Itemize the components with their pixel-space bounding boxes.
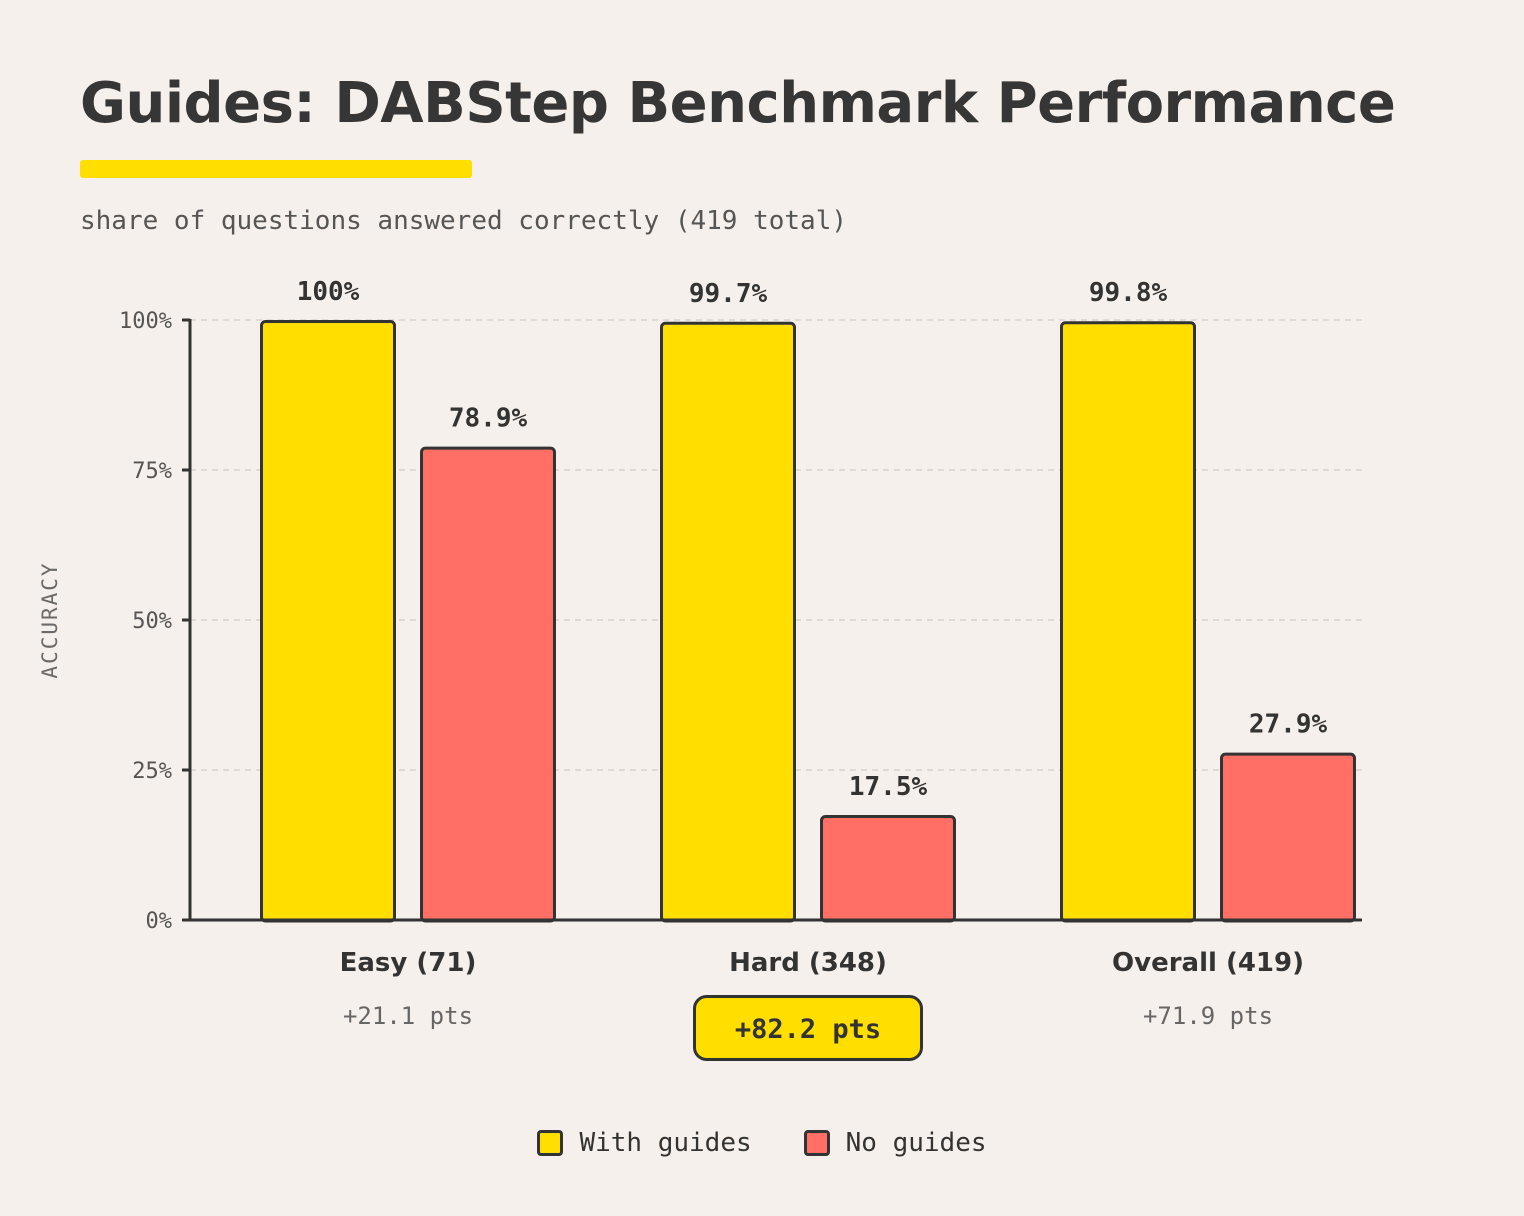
- y-tick-label: 50%: [132, 609, 172, 634]
- legend-item-no-guides: No guides: [803, 1128, 987, 1158]
- legend-swatch-with-guides: [537, 1130, 564, 1156]
- value-label: 99.7%: [689, 279, 768, 309]
- value-label: 100%: [297, 277, 360, 307]
- bar-with-guides: [1060, 321, 1196, 923]
- delta-labels: +21.1 pts +82.2 pts +71.9 pts: [343, 995, 1273, 1061]
- value-labels: 100% 78.9% 99.7% 17.5% 99.8% 27.9%: [297, 277, 1328, 802]
- title-underline: [80, 160, 472, 178]
- legend-label-no-guides: No guides: [845, 1128, 987, 1158]
- delta-label: +21.1 pts: [343, 1002, 473, 1030]
- delta-label: +71.9 pts: [1143, 1002, 1273, 1030]
- bar-no-guides: [420, 446, 556, 923]
- y-tick-label: 75%: [132, 459, 172, 484]
- bars: [260, 320, 1356, 923]
- value-label: 99.8%: [1089, 278, 1168, 308]
- legend: With guides No guides: [0, 1128, 1524, 1158]
- value-label: 17.5%: [849, 772, 928, 802]
- legend-label-with-guides: With guides: [579, 1128, 752, 1158]
- value-label: 27.9%: [1249, 710, 1328, 740]
- category-label: Hard (348): [729, 948, 887, 978]
- bar-with-guides: [260, 320, 396, 923]
- chart-title: Guides: DABStep Benchmark Performance: [80, 71, 1396, 136]
- y-axis-label: ACCURACY: [38, 561, 62, 678]
- delta-label-highlighted: +82.2 pts: [735, 1014, 881, 1045]
- category-labels: Easy (71) Hard (348) Overall (419): [340, 948, 1304, 978]
- value-label: 78.9%: [449, 404, 528, 434]
- y-tick-label: 100%: [119, 309, 172, 334]
- chart-subtitle: share of questions answered correctly (4…: [80, 206, 848, 236]
- y-tick-labels: 0% 25% 50% 75% 100%: [119, 309, 190, 934]
- bar-no-guides: [820, 815, 956, 923]
- bar-no-guides: [1220, 752, 1356, 923]
- legend-item-with-guides: With guides: [537, 1128, 752, 1158]
- y-tick-label: 25%: [132, 759, 172, 784]
- category-label: Easy (71): [340, 948, 477, 978]
- delta-highlight-badge: [693, 995, 923, 1061]
- bar-with-guides: [660, 321, 796, 923]
- y-tick-label: 0%: [146, 909, 173, 934]
- category-label: Overall (419): [1112, 948, 1304, 978]
- legend-swatch-no-guides: [803, 1130, 830, 1156]
